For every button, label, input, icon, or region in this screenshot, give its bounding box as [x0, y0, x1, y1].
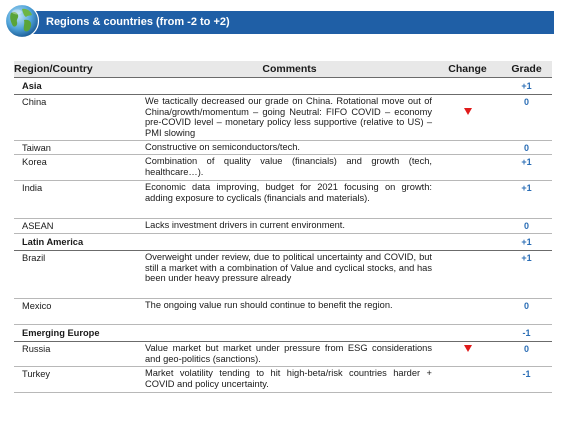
table-row-russia: Russia Value market but market under pre…	[14, 341, 552, 367]
table-row-india: India Economic data improving, budget fo…	[14, 180, 552, 219]
table-row-taiwan: Taiwan Constructive on semiconductors/te…	[14, 140, 552, 155]
change-cell	[434, 94, 501, 141]
table-row-korea: Korea Combination of quality value (fina…	[14, 154, 552, 181]
group-row-latin-america: Latin America +1	[14, 233, 552, 251]
country-comment: Overweight under review, due to politica…	[145, 250, 434, 299]
country-grade: +1	[501, 154, 552, 181]
country-name: China	[14, 94, 145, 141]
country-name: Taiwan	[14, 140, 145, 155]
change-down-arrow-icon	[463, 345, 472, 352]
group-grade: -1	[501, 324, 552, 342]
column-header-region: Region/Country	[14, 61, 145, 78]
column-header-comments: Comments	[145, 61, 434, 78]
group-name: Latin America	[14, 233, 145, 251]
country-comment: Constructive on semiconductors/tech.	[145, 140, 434, 155]
group-name: Emerging Europe	[14, 324, 145, 342]
country-comment: Lacks investment drivers in current envi…	[145, 218, 434, 234]
group-grade: +1	[501, 233, 552, 251]
change-cell	[434, 366, 501, 393]
country-grade: 0	[501, 218, 552, 234]
country-name: Mexico	[14, 298, 145, 325]
table-row-turkey: Turkey Market volatility tending to hit …	[14, 366, 552, 393]
country-comment: Market volatility tending to hit high-be…	[145, 366, 434, 393]
group-grade: +1	[501, 77, 552, 95]
country-grade: 0	[501, 140, 552, 155]
table-row-asean: ASEAN Lacks investment drivers in curren…	[14, 218, 552, 234]
country-grade: 0	[501, 298, 552, 325]
country-comment: Economic data improving, budget for 2021…	[145, 180, 434, 219]
change-cell	[434, 218, 501, 234]
column-header-grade: Grade	[501, 61, 552, 78]
table-header-row: Region/Country Comments Change Grade	[14, 61, 552, 78]
group-row-emerging-europe: Emerging Europe -1	[14, 324, 552, 342]
table-row-mexico: Mexico The ongoing value run should cont…	[14, 298, 552, 325]
globe-icon	[4, 3, 40, 39]
change-cell	[434, 341, 501, 367]
country-name: India	[14, 180, 145, 219]
country-comment: The ongoing value run should continue to…	[145, 298, 434, 325]
country-grade: 0	[501, 94, 552, 141]
country-name: ASEAN	[14, 218, 145, 234]
change-cell	[434, 298, 501, 325]
country-name: Turkey	[14, 366, 145, 393]
section-title: Regions & countries (from -2 to +2)	[46, 16, 230, 28]
country-name: Korea	[14, 154, 145, 181]
section-header-bar: Regions & countries (from -2 to +2)	[12, 11, 554, 34]
column-header-change: Change	[434, 61, 501, 78]
country-comment: Value market but market under pressure f…	[145, 341, 434, 367]
country-comment: We tactically decreased our grade on Chi…	[145, 94, 434, 141]
country-name: Brazil	[14, 250, 145, 299]
table-row-china: China We tactically decreased our grade …	[14, 94, 552, 141]
country-comment: Combination of quality value (financials…	[145, 154, 434, 181]
country-grade: +1	[501, 180, 552, 219]
change-cell	[434, 140, 501, 155]
country-grade: -1	[501, 366, 552, 393]
regions-table: Region/Country Comments Change Grade Asi…	[14, 61, 552, 393]
country-name: Russia	[14, 341, 145, 367]
change-cell	[434, 250, 501, 299]
group-name: Asia	[14, 77, 145, 95]
country-grade: +1	[501, 250, 552, 299]
change-down-arrow-icon	[463, 108, 472, 115]
change-cell	[434, 180, 501, 219]
group-row-asia: Asia +1	[14, 77, 552, 95]
table-row-brazil: Brazil Overweight under review, due to p…	[14, 250, 552, 299]
change-cell	[434, 154, 501, 181]
country-grade: 0	[501, 341, 552, 367]
